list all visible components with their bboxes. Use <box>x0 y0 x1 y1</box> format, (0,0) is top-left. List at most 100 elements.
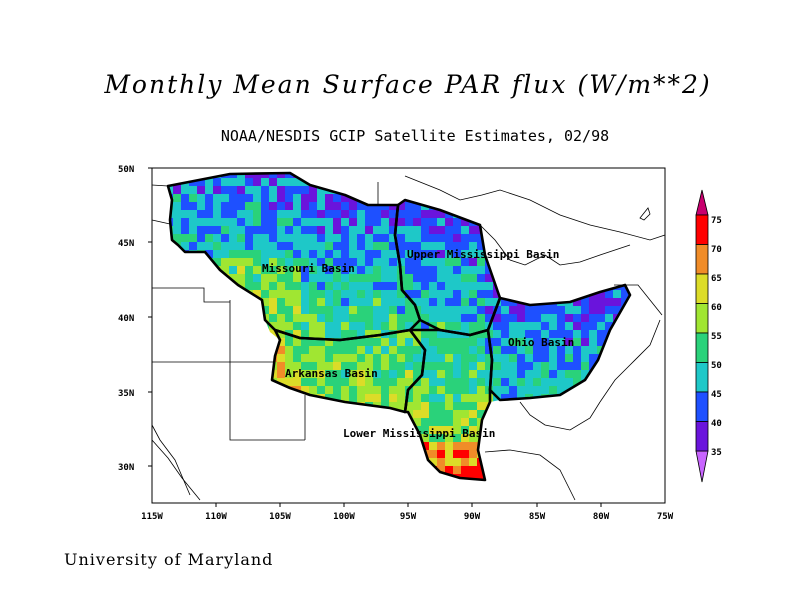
flux-cell <box>445 378 453 386</box>
flux-cell <box>309 226 317 234</box>
flux-cell <box>317 274 325 282</box>
flux-cell <box>501 370 509 378</box>
flux-cell <box>333 298 341 306</box>
flux-cell <box>229 186 237 194</box>
flux-cell <box>357 370 365 378</box>
flux-cell <box>461 242 469 250</box>
flux-cell <box>277 290 285 298</box>
flux-cell <box>317 354 325 362</box>
flux-cell <box>413 226 421 234</box>
flux-cell <box>205 210 213 218</box>
flux-cell <box>301 338 309 346</box>
flux-cell <box>581 338 589 346</box>
flux-cell <box>389 242 397 250</box>
flux-cell <box>285 290 293 298</box>
flux-cell <box>397 394 405 402</box>
flux-cell <box>493 306 501 314</box>
flux-cell <box>389 210 397 218</box>
flux-cell <box>389 314 397 322</box>
flux-cell <box>293 290 301 298</box>
flux-cell <box>301 258 309 266</box>
flux-cell <box>445 386 453 394</box>
flux-cell <box>429 442 437 450</box>
flux-cell <box>301 242 309 250</box>
flux-cell <box>309 242 317 250</box>
flux-cell <box>517 314 525 322</box>
flux-cell <box>573 314 581 322</box>
flux-cell <box>469 322 477 330</box>
flux-cell <box>493 378 501 386</box>
flux-cell <box>341 378 349 386</box>
flux-cell <box>453 434 461 442</box>
flux-cell <box>445 450 453 458</box>
flux-cell <box>381 338 389 346</box>
flux-cell <box>333 370 341 378</box>
flux-cell <box>349 314 357 322</box>
flux-cell <box>261 290 269 298</box>
flux-cell <box>445 402 453 410</box>
flux-cell <box>469 314 477 322</box>
flux-cell <box>373 370 381 378</box>
flux-cell <box>333 338 341 346</box>
flux-cell <box>333 202 341 210</box>
flux-cell <box>381 322 389 330</box>
flux-cell <box>581 370 589 378</box>
legend-label: 45 <box>711 390 722 400</box>
flux-cell <box>229 258 237 266</box>
flux-cell <box>381 306 389 314</box>
flux-cell <box>397 202 405 210</box>
flux-cell <box>573 298 581 306</box>
legend-label: 65 <box>711 274 722 284</box>
flux-cell <box>565 346 573 354</box>
flux-cell <box>589 314 597 322</box>
flux-cell <box>205 194 213 202</box>
flux-cell <box>445 410 453 418</box>
flux-cell <box>461 370 469 378</box>
flux-cell <box>181 194 189 202</box>
flux-cell <box>237 258 245 266</box>
flux-cell <box>333 194 341 202</box>
flux-cell <box>349 242 357 250</box>
flux-cell <box>437 242 445 250</box>
flux-cell <box>445 442 453 450</box>
flux-cell <box>493 370 501 378</box>
flux-cell <box>261 226 269 234</box>
flux-cell <box>293 258 301 266</box>
flux-cell <box>397 330 405 338</box>
legend-label: 50 <box>711 361 722 371</box>
flux-cell <box>309 298 317 306</box>
flux-cell <box>317 338 325 346</box>
flux-cell <box>301 266 309 274</box>
flux-cell <box>477 242 485 250</box>
flux-cell <box>405 322 413 330</box>
flux-cell <box>429 450 437 458</box>
flux-cell <box>357 354 365 362</box>
flux-cell <box>381 346 389 354</box>
flux-cell <box>237 178 245 186</box>
flux-cell <box>293 226 301 234</box>
flux-cell <box>549 386 557 394</box>
flux-cell <box>421 210 429 218</box>
flux-cell <box>453 258 461 266</box>
flux-cell <box>381 290 389 298</box>
flux-cell <box>405 210 413 218</box>
flux-cell <box>493 338 501 346</box>
flux-cell <box>325 306 333 314</box>
flux-cell <box>429 434 437 442</box>
flux-cell <box>453 306 461 314</box>
flux-cell <box>533 330 541 338</box>
flux-cell <box>541 386 549 394</box>
flux-cell <box>437 298 445 306</box>
flux-cell <box>269 274 277 282</box>
flux-cell <box>445 418 453 426</box>
flux-cell <box>285 202 293 210</box>
flux-cell <box>437 282 445 290</box>
flux-cell <box>357 210 365 218</box>
flux-cell <box>333 234 341 242</box>
flux-cell <box>325 202 333 210</box>
flux-cell <box>429 426 437 434</box>
flux-cell <box>181 202 189 210</box>
flux-cell <box>557 338 565 346</box>
flux-cell <box>245 178 253 186</box>
flux-cell <box>309 234 317 242</box>
